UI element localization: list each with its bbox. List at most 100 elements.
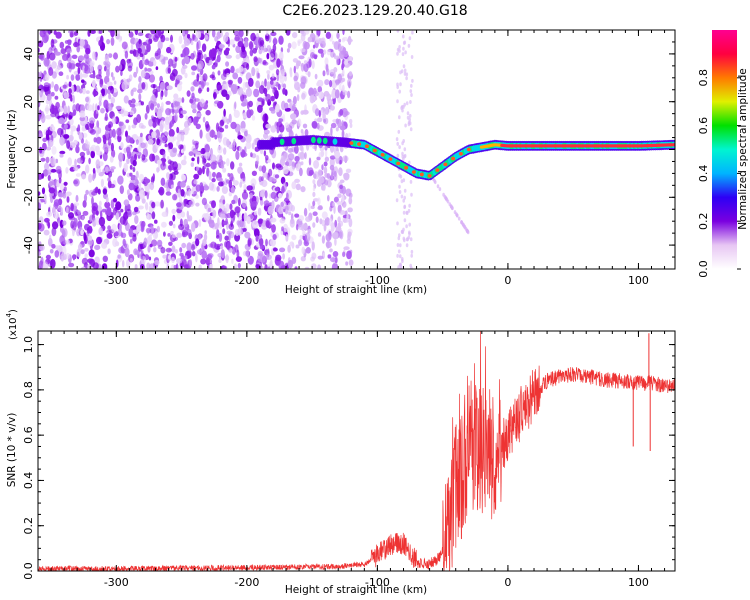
spectrogram-noise-cell	[281, 83, 285, 87]
spectrogram-noise-cell	[92, 173, 95, 182]
spectrogram-noise-cell	[259, 196, 263, 201]
spectrogram-noise-cell	[144, 113, 148, 120]
spectrogram-noise-cell	[398, 190, 402, 194]
spectrogram-noise-cell	[201, 43, 207, 52]
spectrogram-noise-cell	[76, 45, 80, 53]
spectrogram-noise-cell	[107, 103, 113, 112]
spectrogram-signal-peak	[466, 147, 471, 152]
spectrogram-noise-cell	[291, 119, 298, 125]
spectrogram-noise-cell	[78, 55, 85, 62]
spectrogram-noise-cell	[147, 139, 154, 145]
spectrogram-noise-cell	[70, 96, 73, 102]
spectrogram-noise-cell	[134, 264, 138, 269]
spectrogram-noise-cell	[238, 162, 243, 167]
spectrogram-noise-cell	[55, 101, 60, 109]
spectrogram-noise-cell	[227, 39, 231, 47]
spectrogram-noise-cell	[73, 202, 80, 207]
spectrogram-noise-cell	[99, 200, 102, 207]
spectrogram-noise-cell	[456, 213, 459, 218]
spectrogram-noise-cell	[403, 188, 407, 193]
spectrogram-noise-cell	[300, 186, 306, 193]
spectrogram-noise-cell	[317, 232, 322, 237]
spectrogram-noise-cell	[62, 228, 68, 238]
spectrogram-noise-cell	[315, 34, 319, 44]
spectrogram-noise-cell	[342, 30, 345, 35]
spectrogram-noise-cell	[270, 109, 276, 114]
spectrogram-noise-cell	[138, 76, 142, 83]
spectrogram-noise-cell	[237, 227, 243, 236]
spectrogram-noise-cell	[277, 192, 283, 199]
snr-multiplier-base: (x10	[8, 317, 19, 340]
spectrogram-noise-cell	[285, 234, 289, 242]
spectrogram-noise-cell	[410, 93, 413, 97]
spectrogram-noise-cell	[190, 86, 195, 92]
spectrogram-noise-cell	[306, 61, 312, 69]
snr-line-layer	[38, 331, 675, 571]
spectrogram-noise-cell	[150, 102, 155, 111]
spectrogram-noise-cell	[199, 182, 204, 190]
snr-x-tick-label: -100	[365, 576, 390, 589]
spectrogram-noise-cell	[152, 88, 158, 95]
spectrogram-noise-cell	[137, 32, 144, 37]
spectrogram-signal-peak	[427, 174, 432, 178]
spectrogram-noise-cell	[124, 247, 130, 258]
spectrogram-noise-cell	[450, 205, 454, 210]
spectrogram-noise-cell	[119, 185, 125, 195]
spectrogram-noise-cell	[49, 125, 56, 132]
spectrogram-noise-cell	[410, 83, 413, 88]
spectrogram-signal-core	[332, 138, 338, 145]
spectrogram-noise-cell	[184, 72, 188, 79]
spectrogram-noise-cell	[45, 254, 52, 260]
spectrogram-noise-cell	[268, 64, 275, 71]
spectrogram-noise-cell	[329, 248, 333, 253]
spectrogram-noise-cell	[348, 132, 351, 137]
spectrogram-noise-cell	[341, 63, 344, 71]
spectrogram-noise-cell	[397, 265, 400, 269]
spectrogram-noise-cell	[266, 52, 270, 60]
spectrogram-noise-cell	[291, 234, 297, 241]
spectrogram-noise-cell	[199, 98, 205, 108]
spectrogram-noise-cell	[238, 197, 241, 207]
spectrogram-noise-cell	[154, 259, 160, 266]
spectrogram-noise-cell	[222, 228, 226, 235]
spectrogram-noise-cell	[158, 189, 164, 194]
spectrogram-noise-cell	[67, 105, 70, 115]
spectrogram-noise-cell	[261, 165, 267, 174]
spectrogram-noise-cell	[83, 232, 87, 241]
spectrogram-noise-cell	[39, 89, 43, 98]
spectrogram-noise-cell	[180, 132, 185, 142]
spectrogram-noise-cell	[295, 223, 299, 231]
spectrogram-noise-cell	[339, 109, 344, 116]
spectrogram-noise-cell	[262, 219, 266, 226]
spectrogram-noise-cell	[97, 64, 103, 72]
spectrogram-noise-cell	[96, 167, 102, 174]
spectrogram-noise-cell	[253, 88, 260, 98]
spectrogram-noise-cell	[63, 105, 68, 115]
spectrogram-noise-cell	[172, 234, 177, 239]
spectrogram-noise-cell	[403, 195, 407, 200]
spectrogram-noise-cell	[404, 123, 407, 128]
spectrogram-noise-cell	[230, 65, 235, 74]
spectrogram-noise-cell	[265, 33, 270, 42]
spectrogram-noise-cell	[74, 158, 77, 167]
spectrogram-noise-cell	[128, 125, 131, 131]
spectrogram-noise-cell	[85, 139, 88, 149]
spectrogram-noise-cell	[59, 153, 64, 158]
spectrogram-noise-cell	[141, 153, 146, 161]
spectrogram-noise-cell	[307, 71, 311, 78]
spectrogram-noise-cell	[146, 68, 152, 72]
spectrogram-noise-cell	[168, 142, 174, 150]
spectrogram-y-tick-label: 40	[22, 47, 35, 61]
spectrogram-noise-cell	[60, 48, 67, 55]
spectrogram-noise-cell	[44, 217, 50, 223]
spectrogram-noise-cell	[251, 142, 255, 150]
spectrogram-noise-cell	[130, 43, 134, 50]
spectrogram-noise-cell	[237, 166, 243, 174]
spectrogram-noise-cell	[316, 82, 320, 87]
spectrogram-noise-cell	[105, 130, 109, 135]
spectrogram-noise-cell	[246, 216, 251, 225]
spectrogram-noise-cell	[318, 37, 322, 45]
spectrogram-noise-cell	[246, 109, 252, 119]
spectrogram-noise-cell	[337, 73, 343, 82]
spectrogram-noise-cell	[183, 47, 190, 56]
